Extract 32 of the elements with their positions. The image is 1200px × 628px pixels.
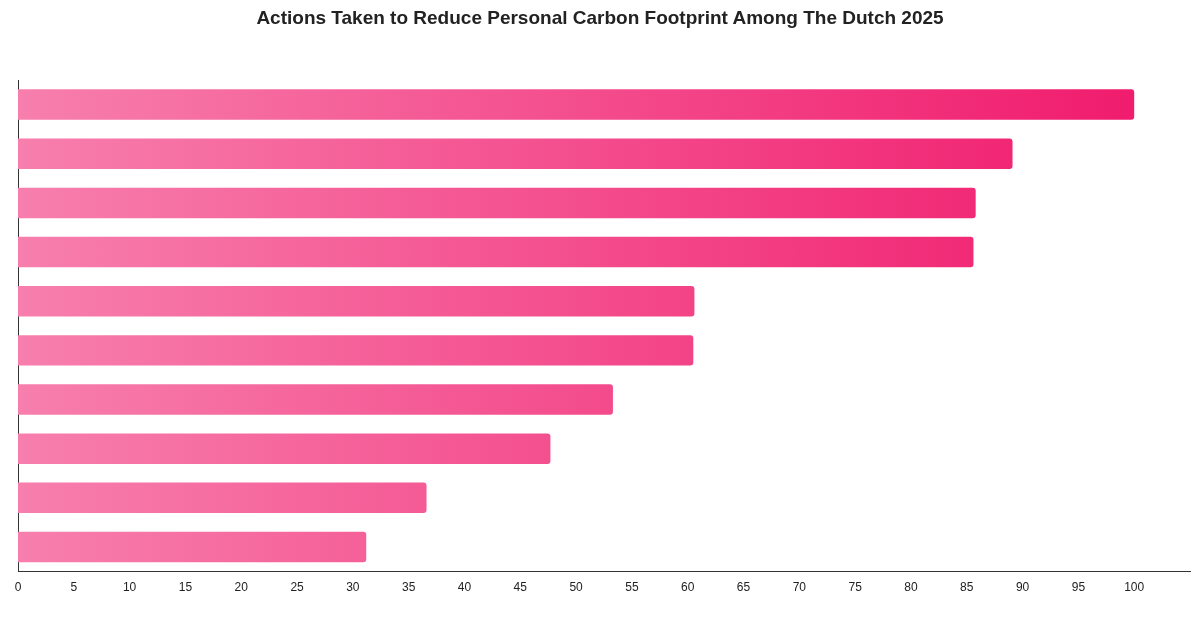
bar [18,187,976,219]
bar [18,89,1135,120]
x-tick-label: 55 [625,580,639,595]
x-tick-label: 5 [70,580,78,595]
bar [18,433,551,464]
chart-title: Actions Taken to Reduce Personal Carbon Footprint Among The Dutch 2025 [255,6,945,29]
x-tick-label: 50 [569,580,584,595]
bar [18,335,694,366]
x-tick-label: 60 [681,580,695,595]
bar [18,384,613,415]
bar [18,285,695,317]
x-tick-label: 70 [792,580,807,595]
x-tick-label: 35 [401,580,416,595]
x-tick-label: 20 [234,580,249,595]
x-tick-label: 75 [848,580,863,595]
bar [18,236,974,268]
x-tick-label: 100 [1124,580,1145,595]
x-tick-label: 0 [14,580,22,595]
x-tick-label: 90 [1015,580,1030,595]
x-tick-label: 85 [960,580,974,595]
bar [18,482,427,514]
x-tick-label: 10 [122,580,137,595]
x-tick-label: 45 [513,580,528,595]
x-tick-label: 65 [736,580,751,595]
x-tick-label: 30 [346,580,360,595]
x-tick-label: 95 [1071,580,1086,595]
bar [18,138,1013,169]
x-tick-label: 80 [904,580,918,595]
x-tick-label: 15 [178,580,193,595]
x-tick-label: 40 [457,580,472,595]
x-tick-label: 25 [290,580,305,595]
bar [18,531,367,563]
